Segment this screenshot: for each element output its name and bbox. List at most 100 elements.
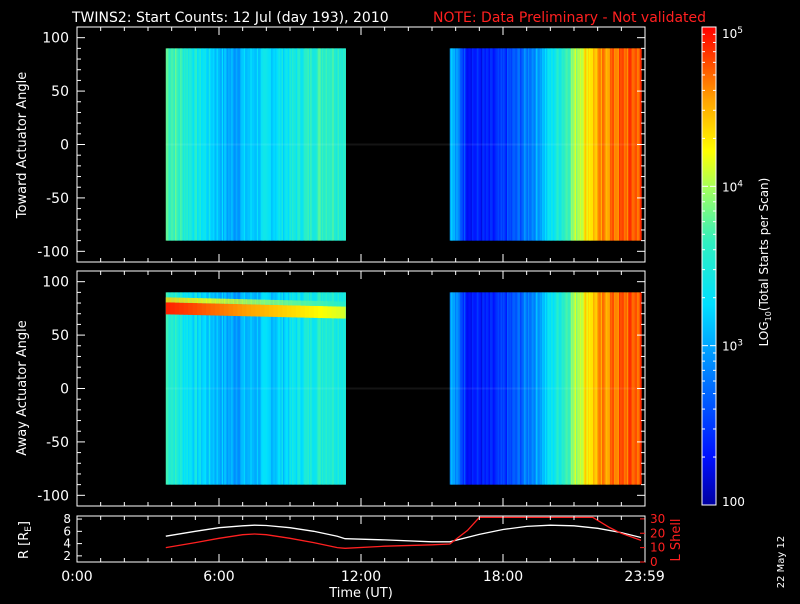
top-heatmap-column bbox=[552, 48, 555, 241]
toward-heatmap bbox=[165, 48, 642, 241]
top-heatmap-column bbox=[516, 48, 519, 241]
mid-heatmap-column bbox=[194, 292, 197, 485]
mid-heatmap-column bbox=[224, 292, 227, 485]
mid-heatmap-column bbox=[577, 292, 580, 485]
away-enhanced-band bbox=[174, 302, 180, 315]
top-heatmap-column bbox=[525, 48, 528, 241]
top-heatmap-column bbox=[622, 48, 625, 241]
top-heatmap-column bbox=[277, 48, 280, 241]
mid-heatmap-column bbox=[207, 292, 210, 485]
mid-heatmap-column bbox=[206, 292, 208, 485]
mid-heatmap-column bbox=[631, 292, 634, 485]
top-heatmap-column bbox=[229, 48, 232, 241]
top-heatmap-column bbox=[289, 48, 292, 241]
top-heatmap-column bbox=[331, 48, 333, 241]
mid-heatmap-column bbox=[273, 292, 276, 485]
top-heatmap-column bbox=[344, 48, 346, 241]
top-heatmap-column bbox=[247, 48, 250, 241]
top-heatmap-column bbox=[518, 48, 521, 241]
mid-heatmap-column bbox=[509, 292, 512, 485]
away-enhanced-band bbox=[206, 303, 212, 316]
away-enhanced-band-halo bbox=[255, 299, 261, 305]
mid-heatmap-column bbox=[544, 292, 547, 485]
top-heatmap-column bbox=[284, 48, 287, 241]
mid-heatmap-column bbox=[616, 292, 619, 485]
away-enhanced-band bbox=[286, 305, 292, 318]
top-heatmap-column bbox=[466, 48, 469, 241]
top-heatmap-column bbox=[203, 48, 206, 241]
mid-heatmap-column bbox=[553, 292, 556, 485]
mid-heatmap-column bbox=[306, 292, 309, 485]
top-heatmap-column bbox=[509, 48, 512, 241]
top-heatmap-column bbox=[477, 48, 479, 241]
top-heatmap-column bbox=[202, 48, 205, 241]
away-enhanced-band bbox=[264, 304, 270, 317]
top-heatmap-column bbox=[543, 48, 546, 241]
top-heatmap-column bbox=[625, 48, 628, 241]
top-heatmap-column bbox=[182, 48, 185, 241]
top-heatmap-column bbox=[494, 48, 496, 241]
plot-title: TWINS2: Start Counts: 12 Jul (day 193), … bbox=[71, 10, 389, 26]
mid-heatmap-column bbox=[338, 292, 341, 485]
top-heatmap-column bbox=[486, 48, 489, 241]
top-heatmap-column bbox=[327, 48, 330, 241]
away-enhanced-band bbox=[331, 306, 337, 319]
top-heatmap-column bbox=[311, 48, 314, 241]
top-heatmap-column bbox=[294, 48, 297, 241]
y-tick-label: -50 bbox=[46, 435, 69, 451]
mid-heatmap-column bbox=[342, 292, 345, 485]
mid-heatmap-column bbox=[512, 292, 515, 485]
mid-heatmap-column bbox=[198, 292, 201, 485]
top-heatmap-column bbox=[618, 48, 621, 241]
orbit-lines bbox=[165, 516, 642, 549]
mid-heatmap-column bbox=[249, 292, 251, 485]
top-heatmap-column bbox=[328, 48, 331, 241]
top-heatmap-column bbox=[177, 48, 180, 241]
mid-heatmap-column bbox=[612, 292, 615, 485]
mid-heatmap-column bbox=[340, 292, 343, 485]
mid-heatmap-column bbox=[189, 292, 192, 485]
away-enhanced-band bbox=[228, 303, 234, 316]
mid-heatmap-column bbox=[607, 292, 610, 485]
mid-heatmap-column bbox=[267, 292, 270, 485]
top-heatmap-column bbox=[340, 48, 343, 241]
away-enhanced-band bbox=[268, 304, 274, 317]
mid-heatmap-column bbox=[504, 292, 507, 485]
mid-heatmap-column bbox=[596, 292, 599, 485]
away-enhanced-band-halo bbox=[286, 300, 292, 306]
mid-heatmap-column bbox=[226, 292, 229, 485]
mid-heatmap-column bbox=[254, 292, 257, 485]
away-enhanced-band-halo bbox=[170, 297, 176, 303]
top-heatmap-column bbox=[217, 48, 220, 241]
top-heatmap-column bbox=[551, 48, 554, 241]
top-heatmap-column bbox=[590, 48, 593, 241]
top-heatmap-column bbox=[530, 48, 533, 241]
top-heatmap-column bbox=[608, 48, 611, 241]
away-enhanced-band-halo bbox=[174, 297, 180, 303]
top-heatmap-column bbox=[517, 48, 520, 241]
mid-heatmap-column bbox=[525, 292, 528, 485]
top-heatmap-column bbox=[520, 48, 522, 241]
orbit-right-tick-label: 20 bbox=[650, 526, 665, 540]
mid-heatmap-column bbox=[212, 292, 215, 485]
away-enhanced-band bbox=[340, 306, 346, 319]
top-heatmap-column bbox=[629, 48, 632, 241]
top-heatmap-column bbox=[624, 48, 627, 241]
top-heatmap-column bbox=[172, 48, 175, 241]
mid-heatmap-column bbox=[299, 292, 302, 485]
mid-heatmap-column bbox=[213, 292, 216, 485]
x-tick-label: 18:00 bbox=[483, 569, 523, 585]
mid-heatmap-column bbox=[183, 292, 186, 485]
top-heatmap-column bbox=[585, 48, 588, 241]
mid-heatmap-column bbox=[595, 292, 598, 485]
mid-heatmap-column bbox=[305, 292, 307, 485]
away-enhanced-band bbox=[237, 304, 243, 317]
top-heatmap-column bbox=[174, 48, 177, 241]
top-heatmap-column bbox=[185, 48, 188, 241]
mid-heatmap-column bbox=[246, 292, 249, 485]
mid-heatmap-column bbox=[284, 292, 287, 485]
mid-heatmap-column bbox=[589, 292, 591, 485]
mid-heatmap-column bbox=[605, 292, 608, 485]
